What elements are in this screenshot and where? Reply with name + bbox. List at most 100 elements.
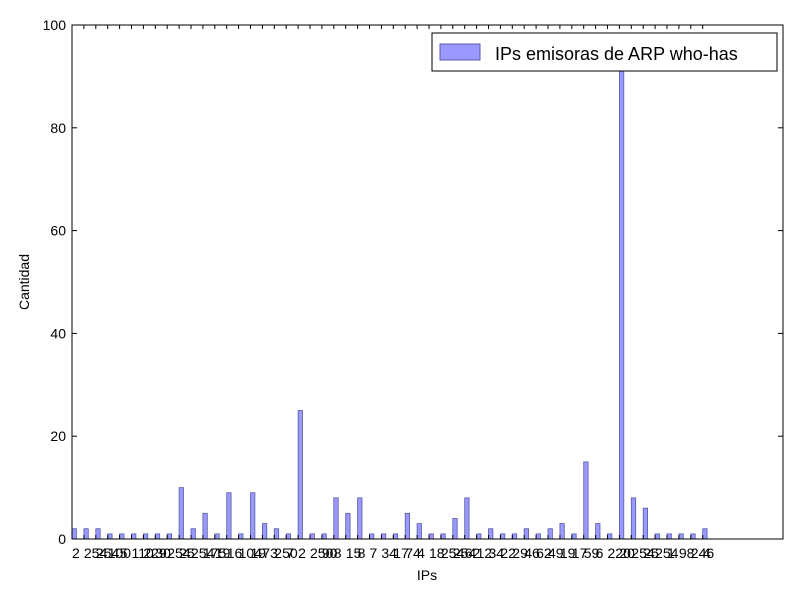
x-tick-label: 30 [155,545,171,561]
x-tick-label: 19 [560,545,576,561]
x-tick-label: 62 [465,545,481,561]
bar [95,528,101,540]
x-tick-label: 29 [512,545,528,561]
bars-group [71,60,708,540]
bar [83,528,89,540]
bar [547,528,553,540]
y-tick-label: 100 [43,17,67,33]
bar [499,533,506,540]
bar [607,533,613,540]
x-tick-label: 104 [239,545,263,561]
x-tick-label: 17 [572,545,588,561]
x-tick-label: 220 [608,545,632,561]
bar [261,523,268,540]
bar [630,497,637,540]
bar [654,533,660,540]
bar [464,497,470,540]
bar [214,533,220,540]
bar [345,512,351,540]
x-tick-label: 20 [619,545,635,561]
x-tick-label: 254 [84,545,108,561]
x-tick-label: 4 [703,545,711,561]
x-tick-label: 100 [108,545,132,561]
bar [690,533,696,540]
bar [440,533,446,540]
x-tick-label: 2 [72,545,80,561]
x-tick-label: 8 [334,545,342,561]
x-tick-label: 7 [370,545,378,561]
bar [190,528,196,540]
bar [309,533,315,540]
legend-label: IPs emisoras de ARP who-has [495,44,738,64]
x-tick-label: 110 [132,545,155,561]
x-tick-label: 254 [631,545,655,561]
bar [452,518,458,540]
bar [511,533,518,540]
y-axis-ticks: 0 20 40 60 80 100 [43,17,783,547]
bar [392,533,399,540]
x-tick-label: 254 [453,545,477,561]
x-tick-label: 5 [120,545,128,561]
x-tick-label: 175 [203,545,227,561]
bar [250,492,256,540]
x-tick-label: 34 [381,545,397,561]
x-tick-label: 22 [500,545,516,561]
bar [154,533,161,540]
bar [523,528,530,540]
legend: IPs emisoras de ARP who-has [431,32,778,72]
x-tick-label: 73 [262,545,278,561]
bar [428,533,434,540]
bar [559,523,565,540]
x-tick-label: 90 [322,545,338,561]
x-tick-label: 25 [179,545,195,561]
x-tick-label: 16 [227,545,243,561]
bar [285,533,292,540]
y-tick-label: 40 [50,325,66,341]
x-tick-label: 254 [655,545,679,561]
bar [142,533,149,540]
bar [238,533,244,540]
bar [583,461,589,540]
x-tick-label: 15 [346,545,362,561]
x-tick-label: 46 [524,545,540,561]
x-tick-label: 4 [417,545,425,561]
bar [404,512,411,540]
bar [202,512,208,540]
bar [166,533,172,540]
x-tick-label: 34 [489,545,505,561]
bar [357,497,363,540]
x-tick-label: 250 [274,545,298,561]
bar [488,528,494,540]
bar [369,533,375,540]
bar [535,533,541,540]
y-tick-label: 80 [50,120,66,136]
x-tick-label: 229 [143,545,167,561]
bar [333,497,339,540]
x-tick-label: 254 [167,545,191,561]
x-tick-label: 254 [441,545,465,561]
x-tick-label: 19 [251,545,267,561]
bar [619,60,625,540]
bar [666,533,672,540]
x-tick-label: 25 [643,545,659,561]
bar [178,487,184,540]
bar [642,507,649,540]
x-tick-label: 62 [536,545,552,561]
bar [702,528,708,540]
bar [476,533,482,540]
bar [571,533,577,540]
x-tick-label: 6 [596,545,604,561]
legend-swatch [439,43,481,61]
y-tick-label: 20 [50,428,66,444]
legend-box [431,32,778,72]
x-tick-label: 18 [429,545,445,561]
bar [595,523,601,540]
plot-frame [71,24,784,540]
bar [107,533,113,540]
bar [380,533,387,540]
bar [131,533,137,540]
bar [273,528,280,540]
x-tick-label: 74 [405,545,421,561]
